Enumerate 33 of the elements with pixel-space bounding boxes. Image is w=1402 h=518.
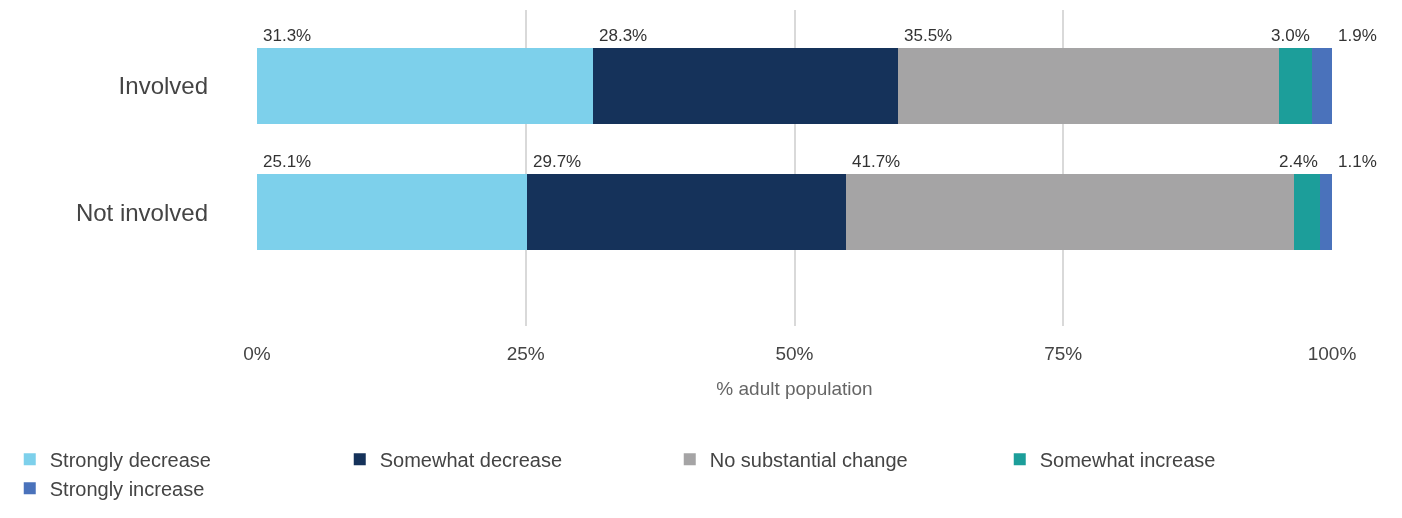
x-tick-label: 75% [1044, 343, 1083, 364]
legend-label: No substantial change [709, 449, 908, 472]
x-tick-label: 0% [243, 343, 271, 364]
data-label: 25.1% [263, 152, 312, 171]
x-tick-label: 50% [775, 343, 814, 364]
y-tick-label: Not involved [75, 198, 208, 226]
bar [593, 47, 898, 124]
data-label: 31.3% [263, 26, 312, 45]
legend-label: Somewhat increase [1039, 449, 1216, 472]
legend-label: Strongly increase [49, 478, 205, 501]
data-label: 35.5% [904, 26, 953, 45]
bar [257, 174, 527, 251]
data-label: 2.4% [1279, 152, 1318, 171]
bar [1311, 47, 1332, 124]
legend-label: Strongly decrease [49, 449, 211, 472]
bar [257, 47, 594, 124]
bar [1279, 47, 1312, 124]
bar [1294, 174, 1321, 251]
bar [897, 47, 1280, 124]
legend-label: Somewhat decrease [379, 449, 563, 472]
bar [846, 174, 1295, 251]
data-label: 1.9% [1338, 26, 1377, 45]
bar [526, 174, 847, 251]
y-tick-label: Involved [118, 72, 208, 100]
data-label: 29.7% [533, 152, 582, 171]
x-tick-label: 100% [1307, 343, 1357, 364]
x-axis-title: % adult population [716, 377, 873, 399]
data-label: 3.0% [1271, 26, 1310, 45]
data-label: 28.3% [599, 26, 648, 45]
data-label: 41.7% [852, 152, 901, 171]
bar [1320, 174, 1332, 251]
data-label: 1.1% [1338, 152, 1377, 171]
x-tick-label: 25% [506, 343, 545, 364]
